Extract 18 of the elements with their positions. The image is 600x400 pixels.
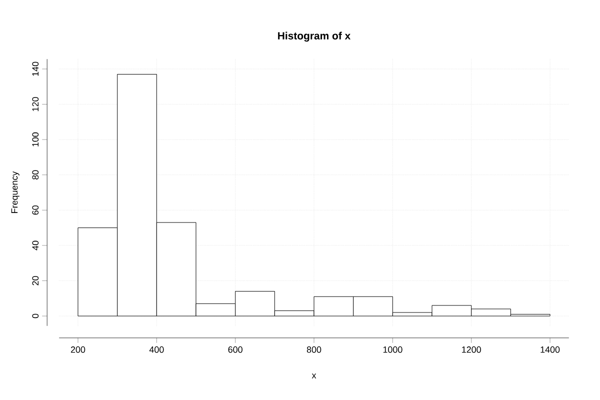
x-tick-label: 1200: [462, 346, 481, 353]
x-tick-label: 200: [70, 346, 86, 353]
x-tick-label: 1400: [540, 346, 560, 353]
y-tick-label: 100: [32, 132, 39, 146]
y-tick-label: 80: [32, 170, 39, 180]
y-tick-label: 120: [32, 97, 39, 112]
x-tick-label: 400: [149, 346, 164, 353]
y-tick-label: 20: [32, 276, 39, 286]
y-tick-label: 0: [32, 314, 39, 318]
y-tick-label: 40: [32, 240, 39, 250]
x-tick-label: 600: [228, 346, 242, 353]
x-tick-label: 1000: [383, 346, 402, 353]
y-axis-title: Frequency: [11, 171, 20, 213]
x-axis-title: x: [312, 374, 316, 378]
x-tick-label: 800: [306, 346, 322, 353]
y-tick-label: 140: [32, 62, 39, 76]
y-tick-label: 60: [32, 206, 39, 215]
chart-title: Histogram of x: [278, 32, 351, 42]
